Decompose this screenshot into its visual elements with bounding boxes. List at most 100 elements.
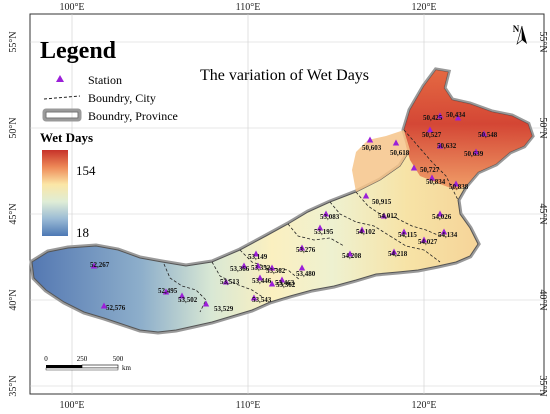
ramp-title: Wet Days <box>40 130 93 145</box>
station-marker-icon <box>268 264 276 271</box>
station-marker-icon <box>256 274 264 281</box>
station-marker-icon <box>178 292 186 299</box>
station-marker-icon <box>252 250 260 257</box>
station-marker-icon <box>222 278 230 285</box>
scale-unit: km <box>122 364 132 372</box>
station-53529: 53,529 <box>202 300 234 313</box>
scale-label-0: 0 <box>44 355 48 363</box>
north-arrow: N <box>513 24 527 45</box>
station-label: 53,463 <box>275 279 295 287</box>
station-54115: 54,115 <box>398 228 417 239</box>
station-50727: 50,727 <box>410 164 440 174</box>
scale-segment-2 <box>81 364 119 369</box>
station-label: 50,838 <box>449 183 469 191</box>
lat-tick-40: 40°N <box>8 289 19 310</box>
scale-bar: 0 250 500 km <box>44 355 131 372</box>
station-marker-icon <box>250 294 258 301</box>
station-label: 50,548 <box>478 131 498 139</box>
station-marker-icon <box>392 139 400 146</box>
station-label: 54,134 <box>438 231 458 239</box>
station-marker-icon <box>254 262 262 269</box>
province-boundary-icon <box>42 108 82 122</box>
color-ramp <box>42 150 68 236</box>
ramp-min-label: 18 <box>76 225 89 240</box>
station-marker-icon <box>366 136 374 143</box>
station-label: 53,276 <box>296 246 316 254</box>
station-54218: 54,218 <box>388 248 408 258</box>
station-52267: 52,267 <box>90 261 110 269</box>
station-54134: 54,134 <box>438 228 458 239</box>
station-marker-icon <box>162 288 170 295</box>
station-label: 53,362 <box>276 281 296 289</box>
lat-tick-40-right: 40°N <box>537 289 548 310</box>
station-label: 50,434 <box>446 111 466 119</box>
north-arrow-icon-half <box>516 25 523 45</box>
station-marker-icon <box>420 236 428 243</box>
station-53513: 53,513 <box>220 278 240 286</box>
station-marker-icon <box>202 300 210 307</box>
station-label: 53,083 <box>320 213 340 221</box>
station-symbol-icon <box>56 75 64 82</box>
station-marker-icon <box>480 130 488 137</box>
scale-label-250: 250 <box>77 355 88 363</box>
station-label: 54,102 <box>356 228 376 236</box>
station-marker-icon <box>440 228 448 235</box>
station-marker-icon <box>436 210 444 217</box>
north-arrow-label: N <box>513 24 520 34</box>
city-boundary-icon <box>43 95 81 100</box>
station-label: 50,618 <box>390 149 410 157</box>
station-50838: 50,838 <box>449 180 469 191</box>
station-53362: 53,362 <box>266 264 286 275</box>
legend-item-province: Boundry, Province <box>88 109 178 123</box>
legend: Legend Station Boundry, City Boundry, Pr… <box>40 38 178 240</box>
city-boundaries <box>163 129 459 313</box>
station-label: 50,632 <box>437 142 457 150</box>
station-label: 53,195 <box>314 228 334 236</box>
station-label: 54,027 <box>418 238 438 246</box>
legend-item-station: Station <box>88 73 122 87</box>
station-53352: 53,352 <box>251 262 271 272</box>
lat-tick-45-right: 45°N <box>537 203 548 224</box>
station-marker-icon <box>472 148 480 155</box>
station-marker-icon <box>400 228 408 235</box>
station-label: 50,603 <box>362 144 382 152</box>
station-marker-icon <box>268 280 276 287</box>
station-label: 50,727 <box>420 166 440 174</box>
station-label: 54,026 <box>432 213 452 221</box>
station-54208: 54,208 <box>342 250 362 260</box>
station-50434: 50,434 <box>446 111 466 121</box>
station-label: 53,543 <box>252 296 272 304</box>
axis-labels: 100°E 110°E 120°E 100°E 110°E 120°E 55°N… <box>8 2 548 411</box>
station-53149: 53,149 <box>248 250 268 261</box>
station-label: 53,480 <box>296 270 316 278</box>
lat-tick-50: 50°N <box>8 117 19 138</box>
station-label: 53,513 <box>220 278 240 286</box>
station-53463: 53,463 <box>275 276 295 287</box>
station-label: 53,529 <box>214 305 234 313</box>
lat-tick-55: 55°N <box>8 31 19 52</box>
station-label: 50,915 <box>372 198 392 206</box>
station-marker-icon <box>362 192 370 199</box>
station-label: 53,446 <box>252 277 272 285</box>
station-50632: 50,632 <box>436 142 457 150</box>
station-marker-icon <box>316 224 324 231</box>
wet-zone-northeast <box>404 70 532 190</box>
station-54027: 54,027 <box>418 236 438 246</box>
lon-tick-120-bottom: 120°E <box>411 400 436 411</box>
station-marker-icon <box>428 174 436 181</box>
station-marker-icon <box>240 262 248 269</box>
station-50834: 50,834 <box>426 174 446 186</box>
station-label: 50,639 <box>464 150 484 158</box>
station-53083: 53,083 <box>320 210 340 221</box>
station-marker-icon <box>90 262 98 269</box>
lon-tick-110: 110°E <box>236 2 261 13</box>
scale-segment-3 <box>45 367 119 371</box>
station-label: 54,115 <box>398 231 417 239</box>
lon-tick-100-bottom: 100°E <box>59 400 84 411</box>
station-marker-icon <box>278 276 286 283</box>
station-label: 50,527 <box>422 131 442 139</box>
station-54026: 54,026 <box>432 210 452 221</box>
station-marker-icon <box>298 264 306 271</box>
station-label: 54,012 <box>378 212 398 220</box>
station-label: 53,366 <box>230 265 250 273</box>
